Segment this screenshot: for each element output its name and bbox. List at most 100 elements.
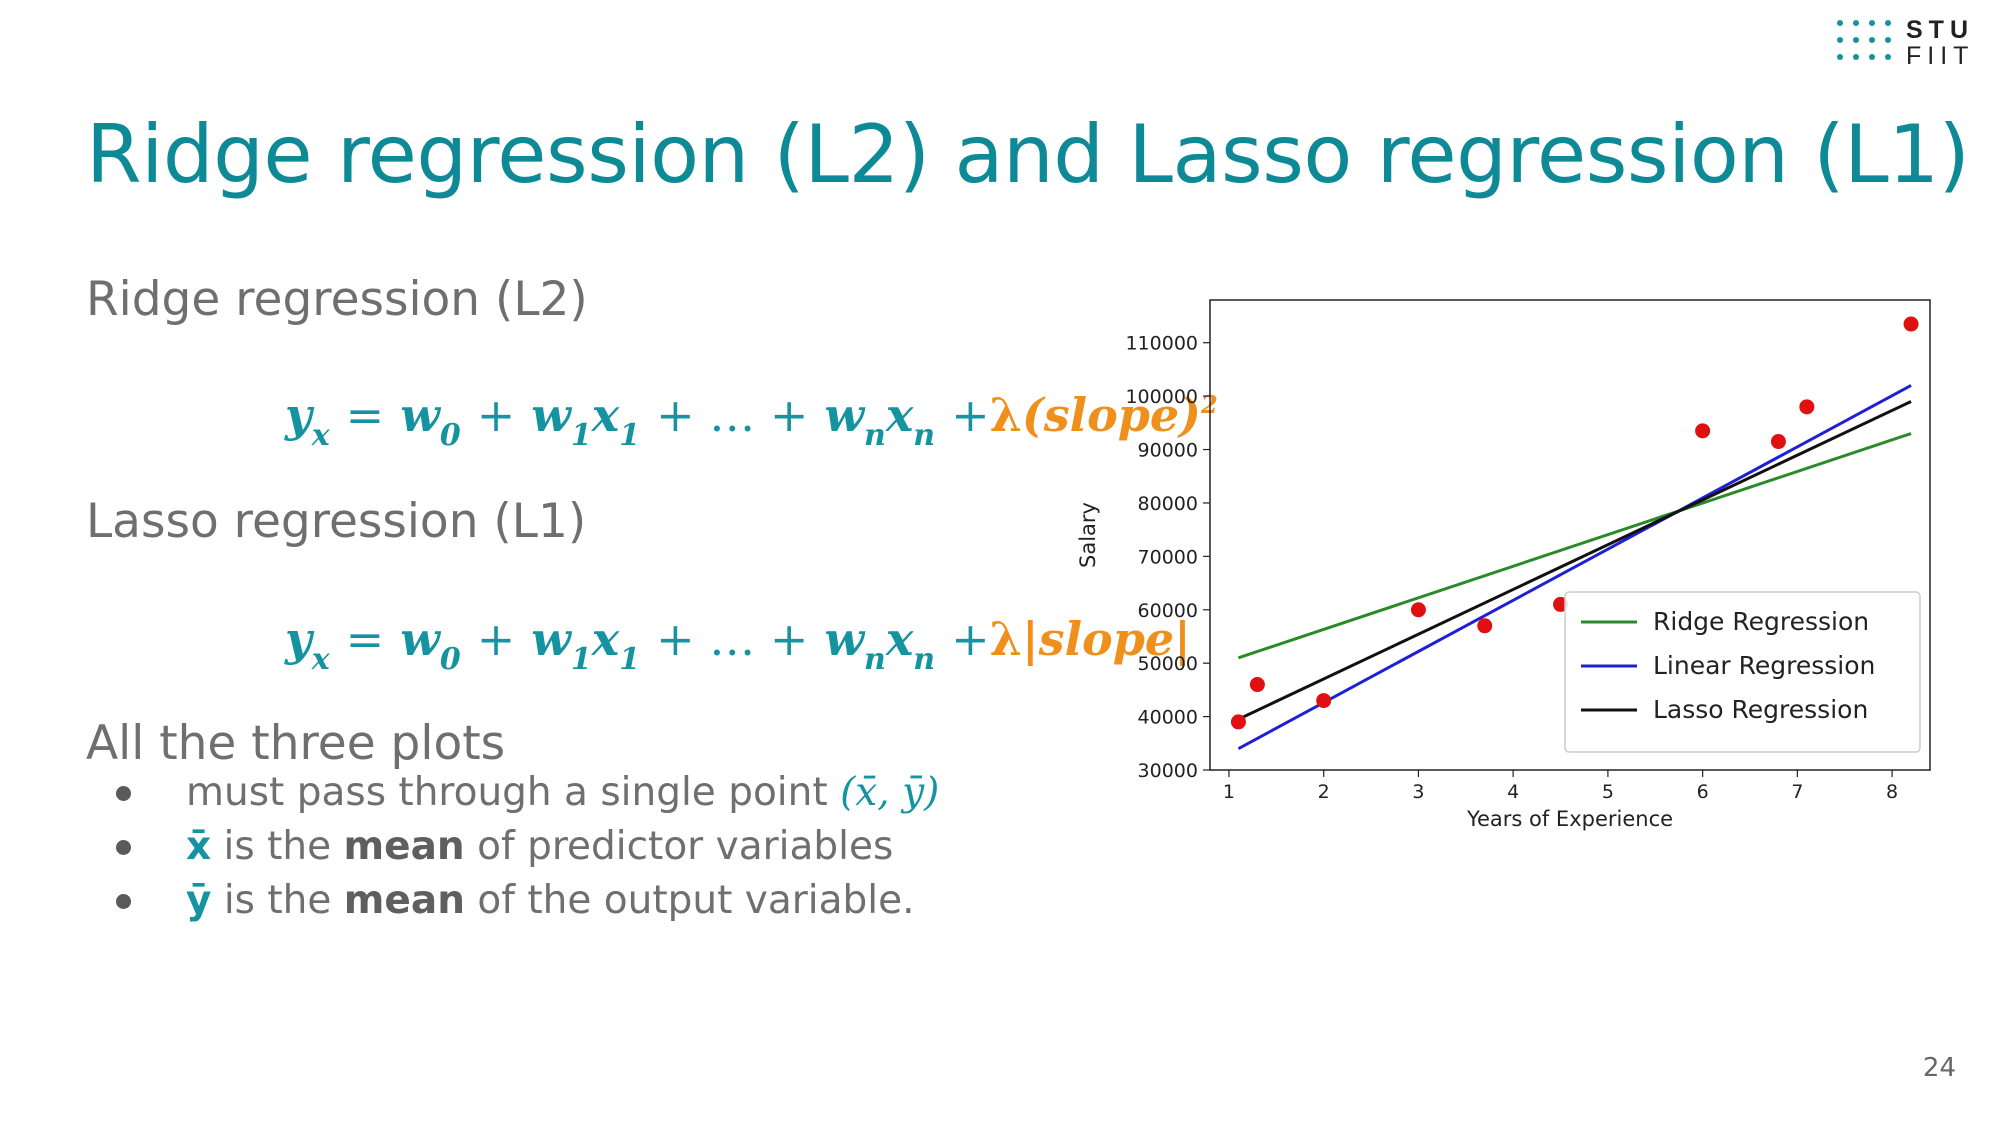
x-tick-label: 3 xyxy=(1412,781,1424,803)
ridge-formula: yx = w0 + w1x1 + … + wnxn +λ(slope)2 xyxy=(285,388,1218,453)
lasso-xn: x xyxy=(885,612,914,666)
page-number: 24 xyxy=(1922,1053,1956,1083)
ridge-w1-sub: 1 xyxy=(570,418,592,453)
lasso-lambda: λ xyxy=(989,612,1022,666)
ridge-lambda: λ xyxy=(989,388,1022,442)
bullet-dot xyxy=(116,894,131,909)
ridge-xn: x xyxy=(885,388,914,442)
x-tick-label: 2 xyxy=(1318,781,1330,803)
bullet-bold: mean xyxy=(343,824,465,869)
x-tick-label: 7 xyxy=(1791,781,1803,803)
lasso-penalty: |slope| xyxy=(1021,612,1191,666)
ridge-w0: w xyxy=(400,388,440,442)
data-point xyxy=(1799,399,1815,415)
bullet-item: must pass through a single point (x̄, ȳ) xyxy=(108,770,939,824)
logo-line2: FIIT xyxy=(1906,42,1974,70)
ridge-x1: x xyxy=(591,388,620,442)
bullet-item: ȳ is the mean of the output variable. xyxy=(108,878,939,932)
y-tick-label: 80000 xyxy=(1138,493,1198,515)
x-tick-label: 1 xyxy=(1223,781,1235,803)
ridge-y: y xyxy=(285,388,312,442)
x-bar-symbol: x̄ xyxy=(186,824,212,869)
slide-title: Ridge regression (L2) and Lasso regressi… xyxy=(86,108,1970,201)
lasso-plus2: + xyxy=(951,612,990,666)
ridge-xn-sub: n xyxy=(913,418,936,453)
ridge-wn: w xyxy=(824,388,865,442)
y-axis-label: Salary xyxy=(1076,502,1100,568)
bullet-item: x̄ is the mean of predictor variables xyxy=(108,824,939,878)
legend-box xyxy=(1564,591,1921,753)
bullet-text: is the xyxy=(211,824,344,869)
data-point xyxy=(1695,423,1711,439)
lasso-wn-sub: n xyxy=(864,642,886,677)
plot-frame xyxy=(1209,299,1931,771)
series-line-linear-regression xyxy=(1237,384,1912,750)
legend-label: Ridge Regression xyxy=(1653,607,1869,636)
lasso-plus1: + xyxy=(476,612,516,666)
series-line-ridge-regression xyxy=(1237,432,1912,660)
logo-dots xyxy=(1837,20,1891,60)
y-tick-label: 90000 xyxy=(1138,440,1198,462)
x-tick-label: 4 xyxy=(1507,781,1519,803)
data-point xyxy=(1477,618,1493,634)
mean-point: (x̄, ȳ) xyxy=(840,770,940,815)
data-point xyxy=(1316,693,1332,709)
data-point xyxy=(1230,714,1246,730)
bullet-dot xyxy=(116,786,131,801)
ridge-wn-sub: n xyxy=(864,418,886,453)
ridge-heading: Ridge regression (L2) xyxy=(86,272,588,327)
lasso-eq: = xyxy=(345,612,385,666)
lasso-dots: + … + xyxy=(656,612,809,666)
bullet-text: is the xyxy=(211,878,344,923)
lasso-formula: yx = w0 + w1x1 + … + wnxn +λ|slope| xyxy=(285,612,1191,677)
y-tick-label: 40000 xyxy=(1138,707,1198,729)
lasso-w1-sub: 1 xyxy=(570,642,592,677)
y-tick-label: 30000 xyxy=(1138,760,1198,782)
lasso-w0-sub: 0 xyxy=(439,642,461,677)
x-axis-label: Years of Experience xyxy=(1466,807,1673,831)
legend-label: Lasso Regression xyxy=(1653,695,1868,724)
lasso-x1-sub: 1 xyxy=(619,642,641,677)
ridge-plus1: + xyxy=(476,388,516,442)
ridge-y-sub: x xyxy=(311,418,330,453)
plots-heading: All the three plots xyxy=(86,716,506,771)
ridge-dots: + … + xyxy=(656,388,809,442)
stu-fiit-logo: STU FIIT xyxy=(1837,16,1974,70)
bullet-text: of the output variable. xyxy=(464,878,915,923)
lasso-w1: w xyxy=(531,612,571,666)
lasso-wn: w xyxy=(824,612,865,666)
x-tick-label: 5 xyxy=(1602,781,1614,803)
ridge-w0-sub: 0 xyxy=(439,418,461,453)
logo-line1: STU xyxy=(1906,16,1974,44)
ridge-eq: = xyxy=(345,388,385,442)
bullet-text: must pass through a single point xyxy=(186,770,841,815)
y-bar-symbol: ȳ xyxy=(186,878,212,923)
lasso-heading: Lasso regression (L1) xyxy=(86,494,587,549)
lasso-x1: x xyxy=(591,612,620,666)
data-point xyxy=(1410,602,1426,618)
data-point xyxy=(1249,677,1265,693)
y-tick-label: 100000 xyxy=(1125,386,1198,408)
y-tick-label: 60000 xyxy=(1138,600,1198,622)
legend-label: Linear Regression xyxy=(1653,651,1875,680)
bullet-text: of predictor variables xyxy=(464,824,894,869)
lasso-w0: w xyxy=(400,612,440,666)
bullet-dot xyxy=(116,840,131,855)
x-tick-label: 8 xyxy=(1886,781,1898,803)
data-point xyxy=(1770,434,1786,450)
y-tick-label: 70000 xyxy=(1138,546,1198,568)
ridge-plus2: + xyxy=(951,388,990,442)
lasso-xn-sub: n xyxy=(913,642,936,677)
data-point xyxy=(1903,316,1919,332)
y-tick-label: 110000 xyxy=(1125,333,1198,355)
y-tick-label: 50000 xyxy=(1138,653,1198,675)
bullet-bold: mean xyxy=(343,878,465,923)
ridge-x1-sub: 1 xyxy=(619,418,641,453)
bullet-list: must pass through a single point (x̄, ȳ)… xyxy=(108,770,939,932)
series-line-lasso-regression xyxy=(1237,400,1912,721)
lasso-y-sub: x xyxy=(311,642,330,677)
ridge-w1: w xyxy=(531,388,571,442)
lasso-y: y xyxy=(285,612,312,666)
regression-chart: 30000 40000 50000 60000 70000 80000 90000 10000… xyxy=(1076,299,1931,831)
ridge-penalty: (slope) xyxy=(1021,388,1201,442)
